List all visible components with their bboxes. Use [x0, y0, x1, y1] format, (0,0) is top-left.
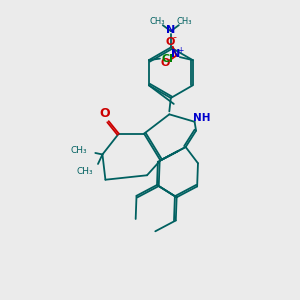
- Text: O: O: [100, 107, 110, 120]
- Text: O: O: [160, 58, 170, 68]
- Text: CH₃: CH₃: [176, 17, 192, 26]
- Text: CH₃: CH₃: [76, 167, 93, 176]
- Text: -: -: [172, 32, 176, 42]
- Text: O: O: [166, 37, 175, 47]
- Text: CH₃: CH₃: [150, 17, 165, 26]
- Text: NH: NH: [193, 113, 211, 123]
- Text: N: N: [171, 50, 180, 59]
- Text: +: +: [177, 46, 183, 55]
- Text: Cl: Cl: [161, 54, 173, 64]
- Text: N: N: [166, 25, 176, 34]
- Text: CH₃: CH₃: [71, 146, 88, 154]
